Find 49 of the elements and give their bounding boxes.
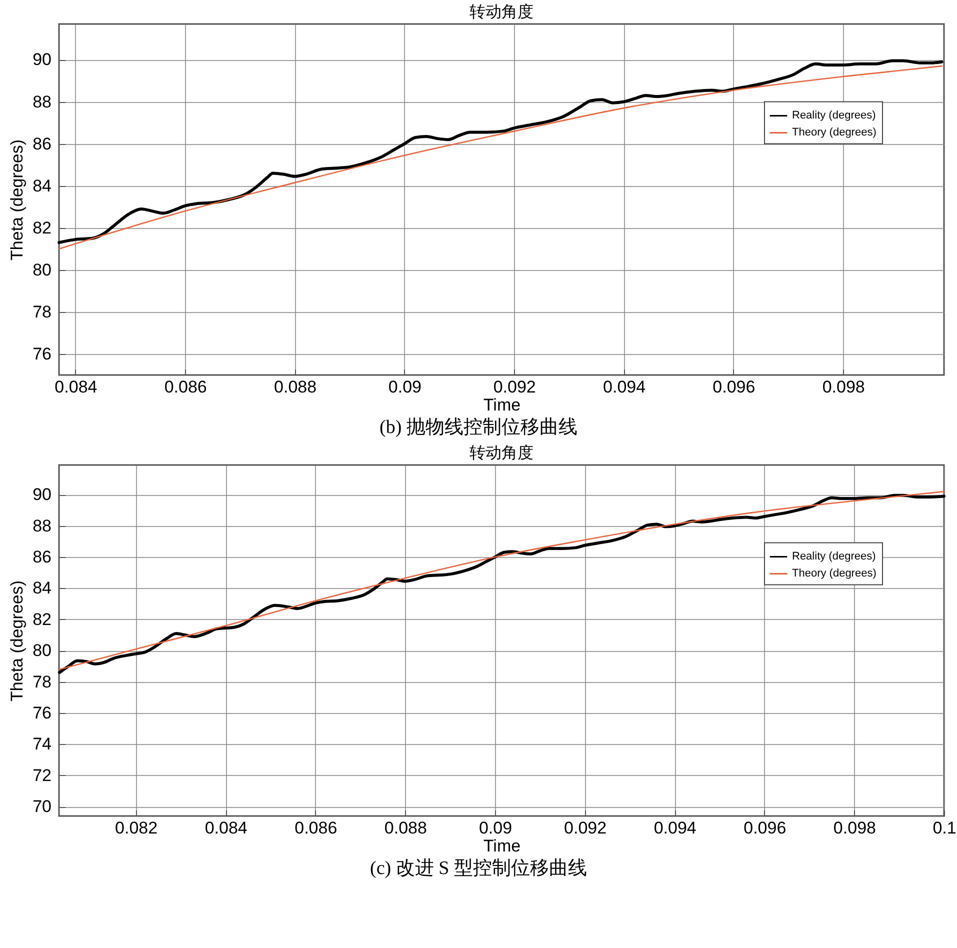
- x-tick-label: 0.092: [564, 818, 607, 838]
- legend-label: Theory (degrees): [792, 568, 876, 580]
- y-tick-label: 86: [32, 548, 52, 567]
- x-tick-label: 0.09: [478, 818, 512, 838]
- x-tick-label: 0.094: [654, 818, 696, 838]
- y-tick-label: 84: [32, 578, 52, 598]
- y-tick-label: 86: [32, 134, 52, 154]
- x-tick-label: 0.082: [115, 818, 158, 838]
- text: (c) 改进 S 型控制位移曲线: [369, 857, 588, 881]
- x-axis-title: Time: [483, 396, 521, 414]
- x-tick-label: 0.098: [822, 378, 865, 396]
- y-tick-label: 74: [32, 734, 52, 754]
- y-tick-label: 80: [32, 641, 52, 660]
- x-tick-label: 0.086: [164, 378, 207, 396]
- y-tick-label: 90: [32, 50, 52, 70]
- x-axis-title: Time: [483, 836, 521, 856]
- y-tick-label: 80: [32, 260, 52, 280]
- y-tick-label: 84: [32, 176, 52, 196]
- y-tick-label: 70: [32, 797, 52, 816]
- x-tick-label: 0.088: [274, 378, 317, 396]
- x-tick-label: 0.086: [294, 818, 338, 838]
- y-tick-label: 90: [32, 485, 52, 504]
- legend-label: Reality (degrees): [792, 110, 876, 122]
- y-tick-label: 88: [32, 92, 52, 112]
- chart-title: 转动角度: [470, 443, 534, 462]
- x-tick-label: 0.096: [744, 818, 786, 838]
- y-tick-label: 82: [32, 218, 52, 238]
- x-tick-label: 0.094: [603, 378, 646, 396]
- x-tick-label: 0.09: [388, 378, 422, 396]
- y-tick-label: 78: [32, 672, 52, 692]
- y-tick-label: 78: [32, 302, 52, 322]
- legend-label: Theory (degrees): [792, 126, 876, 139]
- y-tick-label: 88: [32, 516, 52, 536]
- x-tick-label: 0.092: [493, 378, 536, 396]
- y-axis-title: Theta (degrees): [8, 580, 27, 702]
- x-tick-label: 0.084: [204, 818, 248, 838]
- y-tick-label: 72: [32, 766, 52, 785]
- legend-label: Reality (degrees): [792, 550, 876, 563]
- y-axis-title: Theta (degrees): [8, 140, 27, 260]
- x-tick-label: 0.088: [384, 818, 427, 838]
- y-tick-label: 76: [32, 704, 52, 723]
- x-tick-label: 0.084: [54, 378, 98, 396]
- chart-title: 转动角度: [470, 2, 534, 21]
- x-tick-label: 0.1: [932, 818, 956, 838]
- x-tick-label: 0.098: [833, 818, 876, 838]
- y-tick-label: 82: [32, 610, 52, 629]
- text: (b) 抛物线控制位移曲线: [378, 416, 578, 440]
- y-tick-label: 76: [32, 344, 52, 364]
- x-tick-label: 0.096: [712, 378, 756, 396]
